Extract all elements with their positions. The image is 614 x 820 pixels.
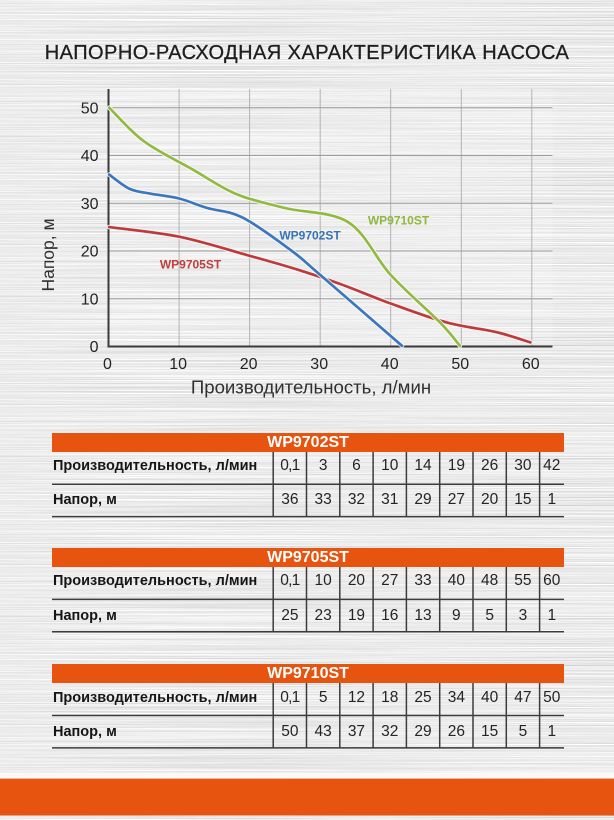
svg-text:WP9702ST: WP9702ST [279,229,341,243]
svg-text:Производительность, л/мин: Производительность, л/мин [191,376,431,397]
svg-text:60: 60 [522,356,540,373]
svg-text:30: 30 [310,356,328,373]
svg-text:0: 0 [90,339,99,356]
svg-text:50: 50 [81,100,99,117]
svg-text:WP9705ST: WP9705ST [160,258,222,272]
svg-text:30: 30 [81,196,99,213]
svg-text:40: 40 [381,356,399,373]
svg-text:20: 20 [240,356,258,373]
svg-text:20: 20 [81,244,99,261]
svg-text:WP9710ST: WP9710ST [368,214,430,228]
svg-text:10: 10 [81,291,99,308]
svg-text:0: 0 [103,356,112,373]
svg-text:40: 40 [81,148,99,165]
svg-text:Напор, м: Напор, м [38,218,58,291]
svg-text:50: 50 [451,356,469,373]
svg-text:10: 10 [169,356,187,373]
